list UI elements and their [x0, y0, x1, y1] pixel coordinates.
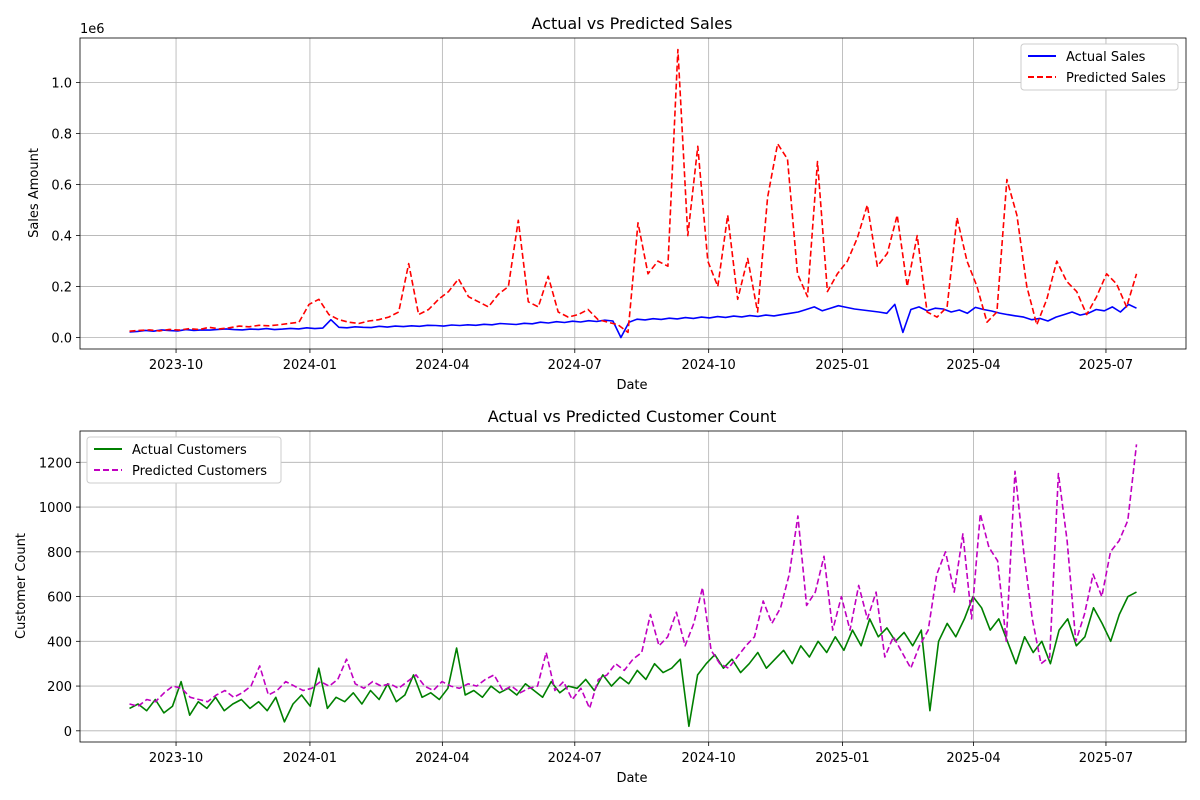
customers-axes: 2023-10 2024-01 2024-04 2024-07 2024-10 2025-… — [39, 456, 1133, 766]
sales-plot-frame — [79, 37, 1187, 350]
customers-x-tick-label: 2025-04 — [946, 751, 1000, 766]
sales-y-tick-label: 0.0 — [51, 332, 72, 347]
customers-x-tick-label: 2024-04 — [415, 751, 469, 766]
customers-legend-actual-label: Actual Customers — [132, 443, 247, 458]
customers-y-axis-label: Customer Count — [14, 533, 29, 639]
customers-y-tick-label: 0 — [64, 725, 72, 740]
customers-x-tick-label: 2025-01 — [815, 751, 869, 766]
sales-legend-actual-label: Actual Sales — [1066, 50, 1146, 65]
sales-series-predicted-line — [129, 48, 1138, 334]
customers-series-actual-line — [129, 591, 1137, 728]
customers-y-tick-label: 1200 — [39, 456, 72, 471]
sales-y-tick-label: 1.0 — [51, 77, 72, 92]
sales-y-axis-label: Sales Amount — [27, 148, 42, 238]
customers-y-tick-label: 200 — [47, 680, 72, 695]
sales-legend: Actual Sales Predicted Sales — [1020, 43, 1179, 91]
customers-x-axis-label: Date — [616, 771, 647, 786]
customers-y-tick-label: 1000 — [39, 501, 72, 516]
sales-y-tick-label: 0.4 — [51, 230, 72, 245]
sales-x-tick-label: 2024-07 — [548, 358, 602, 373]
sales-x-axis-label: Date — [616, 378, 647, 393]
customers-x-tick-label: 2023-10 — [149, 751, 203, 766]
customers-plot-frame — [79, 430, 1187, 743]
customers-x-tick-label: 2025-07 — [1079, 751, 1133, 766]
sales-chart-title: Actual vs Predicted Sales — [532, 14, 733, 33]
customers-series — [129, 444, 1138, 728]
sales-x-tick-label: 2025-01 — [815, 358, 869, 373]
sales-y-tick-label: 0.2 — [51, 281, 72, 296]
sales-x-tick-label: 2023-10 — [149, 358, 203, 373]
customers-x-tick-label: 2024-10 — [682, 751, 736, 766]
sales-legend-box — [1020, 43, 1179, 91]
sales-legend-predicted-label: Predicted Sales — [1066, 71, 1166, 86]
sales-x-tick-label: 2024-10 — [682, 358, 736, 373]
customers-chart-title: Actual vs Predicted Customer Count — [488, 407, 777, 426]
sales-series — [129, 48, 1138, 339]
customers-y-tick-label: 600 — [47, 591, 72, 606]
customers-chart: Actual vs Predicted Customer Count 2023-… — [14, 407, 1187, 786]
sales-chart: Actual vs Predicted Sales 1e6 2023-10 202… — [27, 14, 1187, 393]
sales-x-tick-label: 2024-04 — [415, 358, 469, 373]
sales-y-offset-label: 1e6 — [80, 22, 105, 37]
sales-x-tick-label: 2024-01 — [283, 358, 337, 373]
sales-series-actual-line — [129, 303, 1137, 339]
customers-x-tick-label: 2024-07 — [548, 751, 602, 766]
sales-x-tick-label: 2025-04 — [946, 358, 1000, 373]
customers-legend-box — [86, 436, 282, 484]
customers-legend: Actual Customers Predicted Customers — [86, 436, 282, 484]
sales-y-tick-label: 0.8 — [51, 128, 72, 143]
sales-x-tick-label: 2025-07 — [1079, 358, 1133, 373]
sales-y-tick-label: 0.6 — [51, 179, 72, 194]
customers-y-tick-label: 800 — [47, 546, 72, 561]
customers-legend-predicted-label: Predicted Customers — [132, 464, 267, 479]
customers-x-tick-label: 2024-01 — [283, 751, 337, 766]
customers-y-tick-label: 400 — [47, 635, 72, 650]
sales-axes: 2023-10 2024-01 2024-04 2024-07 2024-10 2025-… — [51, 77, 1133, 373]
